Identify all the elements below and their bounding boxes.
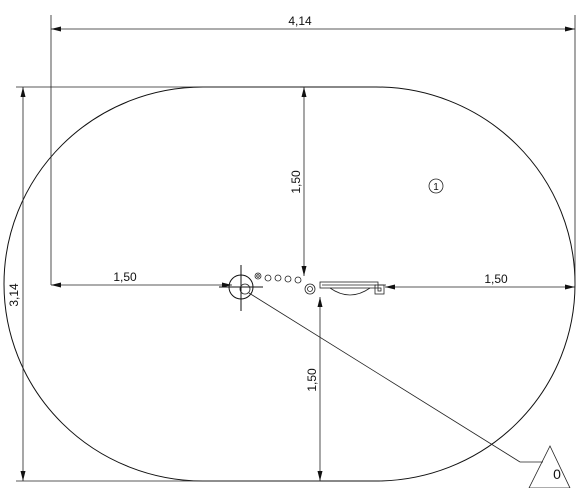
overall-height-dimension: 3,14: [7, 86, 320, 482]
right-radius-label: 1,50: [484, 272, 508, 286]
overall-width-label: 4,14: [288, 14, 312, 28]
top-radius-label: 1,50: [289, 170, 303, 194]
reference-marker-label: 0: [553, 466, 561, 482]
zone-marker: 1: [428, 178, 444, 194]
left-radius-dimension: 1,50: [51, 270, 232, 288]
left-radius-label: 1,50: [113, 270, 137, 284]
equipment-symbol: [219, 265, 386, 311]
overall-width-dimension: 4,14: [50, 14, 576, 285]
reference-leader: 0: [248, 292, 571, 488]
zone-marker-label: 1: [433, 182, 439, 193]
safety-zone-outline: [3, 86, 576, 482]
right-radius-dimension: 1,50: [385, 272, 575, 290]
bottom-radius-label: 1,50: [305, 368, 319, 392]
overall-height-label: 3,14: [7, 283, 21, 307]
bottom-radius-dimension: 1,50: [305, 297, 323, 481]
top-radius-dimension: 1,50: [289, 87, 307, 276]
